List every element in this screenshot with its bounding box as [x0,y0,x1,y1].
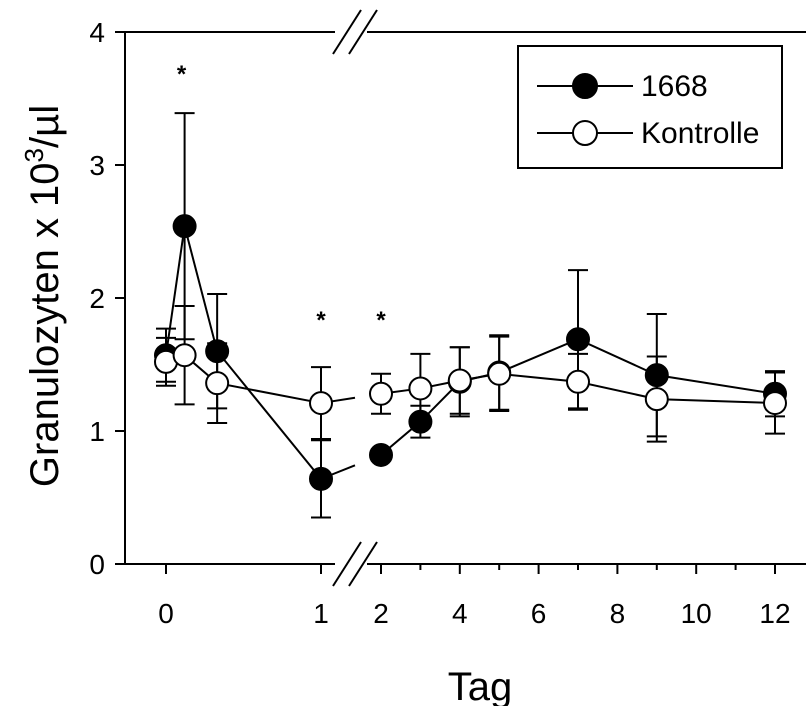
x-tick-label-4: 4 [452,598,468,629]
x-tick-label-12: 12 [759,598,790,629]
marker-1668-8 [566,327,590,352]
axis-break-mark-bottom-b [348,541,378,587]
y-axis-title: Granulozyten x 103/µl [19,105,67,487]
marker-kontrolle-9 [644,387,669,412]
marker-kontrolle-7 [487,361,512,386]
marker-kontrolle-1 [172,343,197,368]
legend-label-kontrolle: Kontrolle [641,117,759,150]
series-1668 [154,112,787,519]
y-tick-label-1: 1 [89,416,105,447]
marker-kontrolle-2 [205,371,230,396]
axis-break-mark-top-a [332,9,362,55]
significance-mark-1: * [316,307,326,334]
axis-break-mark-bottom-a [332,541,362,587]
y-tick-label-3: 3 [89,150,105,181]
x-tick-label-1: 1 [313,598,329,629]
marker-kontrolle-5 [408,376,433,401]
x-tick-label-2: 2 [373,598,389,629]
y-axis-title-unit: /µl [23,105,67,148]
marker-kontrolle-6 [447,368,472,393]
legend-box [517,45,783,169]
marker-1668-1 [172,214,197,239]
legend-label-1668: 1668 [641,70,708,103]
y-tick-label-4: 4 [89,17,105,48]
series-layer [154,112,787,519]
axis-break-mark-top-b [348,9,378,55]
marker-1668-3 [309,466,333,491]
marker-1668-4 [369,442,393,467]
legend: 1668 Kontrolle [517,45,783,169]
x-tick-label-0: 0 [158,598,174,629]
marker-kontrolle-4 [369,381,393,406]
x-axis-title: Tag [448,665,513,706]
legend-marker-1668 [572,73,598,99]
y-tick-label-0: 0 [89,549,105,580]
y-axis-title-superscript: 3 [19,148,49,162]
series-line-0-0 [165,225,322,480]
significance-mark-0: * [177,61,187,88]
marker-kontrolle-10 [763,391,787,416]
x-tick-label-6: 6 [531,598,547,629]
x-tick-label-10: 10 [681,598,712,629]
legend-marker-kontrolle [572,120,598,146]
series-kontrolle [154,304,787,443]
marker-kontrolle-8 [566,369,590,394]
y-axis-title-main: Granulozyten x 10 [23,162,67,487]
significance-mark-2: * [376,307,386,334]
x-tick-label-8: 8 [610,598,626,629]
y-tick-label-2: 2 [89,283,105,314]
marker-kontrolle-3 [309,391,333,416]
